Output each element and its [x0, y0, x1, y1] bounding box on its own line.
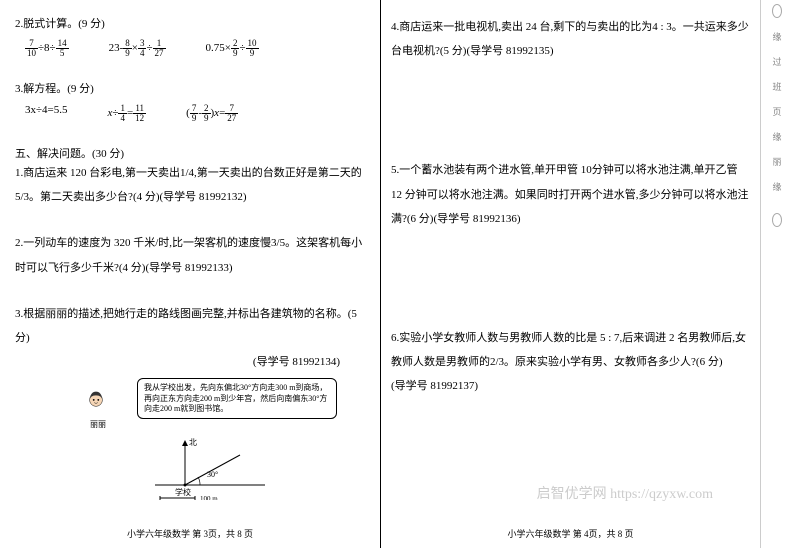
problem3-header: 3.解方程。(9 分): [15, 80, 370, 96]
q2-text: 2.一列动车的速度为 320 千米/时,比一架客机的速度慢3/5。这架客机每小时…: [15, 231, 370, 279]
school-label: 学校: [175, 487, 191, 497]
section5-header: 五、解决问题。(30 分): [15, 145, 370, 161]
left-page: 2.脱式计算。(9 分) 710÷8÷145 23-89×34÷127 0.75…: [0, 0, 380, 548]
q3-text: 3.根据丽丽的描述,把她行走的路线图画完整,并标出各建筑物的名称。(5 分): [15, 302, 370, 350]
problem2-items: 710÷8÷145 23-89×34÷127 0.75×29÷109: [25, 39, 370, 58]
margin-char-2: 过: [761, 55, 793, 68]
margin-char-4: 页: [761, 105, 793, 118]
p2-item-1: 710÷8÷145: [25, 39, 69, 58]
margin-hole-top: [772, 4, 782, 18]
problem2-header: 2.脱式计算。(9 分): [15, 15, 370, 31]
margin-char-7: 缘: [761, 180, 793, 193]
right-footer: 小学六年级数学 第 4页，共 8 页: [381, 527, 760, 540]
girl-face-icon: [85, 388, 107, 410]
margin-char-5: 缘: [761, 130, 793, 143]
scale-label: 100 m: [200, 495, 218, 500]
q1-text: 1.商店运来 120 台彩电,第一天卖出1/4,第一天卖出的台数正好是第二天的5…: [15, 161, 370, 209]
p2-item-3: 0.75×29÷109: [206, 39, 259, 58]
q3-ref: (导学号 81992134): [15, 350, 370, 374]
margin-hole-bottom: [772, 213, 782, 227]
q6-ref: (导学号 81992137): [391, 374, 750, 398]
side-margin: 缘 过 班 页 缘 丽 缘: [760, 0, 793, 548]
speech-bubble: 我从学校出发，先向东偏北30°方向走300 m到商场，再向正东方向走200 m到…: [137, 378, 337, 419]
right-page: 4.商店运来一批电视机,卖出 24 台,剩下的与卖出的比为4 : 3。一共运来多…: [380, 0, 760, 548]
p3-item-1: 3x÷4=5.5: [25, 104, 68, 123]
route-diagram: 北 30° 学校 100 m: [145, 435, 285, 500]
page-container: 2.脱式计算。(9 分) 710÷8÷145 23-89×34÷127 0.75…: [0, 0, 793, 548]
margin-char-6: 丽: [761, 155, 793, 168]
left-footer: 小学六年级数学 第 3页，共 8 页: [0, 527, 380, 540]
margin-char-3: 班: [761, 80, 793, 93]
speech-row: 我从学校出发，先向东偏北30°方向走300 m到商场，再向正东方向走200 m到…: [85, 378, 370, 419]
problem3-items: 3x÷4=5.5 x÷14=1112 (79-29)x=727: [25, 104, 370, 123]
north-label: 北: [189, 438, 197, 447]
p2-item-2: 23-89×34÷127: [109, 39, 166, 58]
p3-item-3: (79-29)x=727: [186, 104, 238, 123]
q4-text: 4.商店运来一批电视机,卖出 24 台,剩下的与卖出的比为4 : 3。一共运来多…: [391, 15, 750, 63]
watermark-text: 启智优学网 https://qzyxw.com: [537, 483, 713, 503]
p3-item-2: x÷14=1112: [108, 104, 147, 123]
angle-label: 30°: [207, 470, 218, 479]
margin-char-1: 缘: [761, 30, 793, 43]
q5-text: 5.一个蓄水池装有两个进水管,单开甲管 10分钟可以将水池注满,单开乙管 12 …: [391, 158, 750, 231]
q6-text: 6.实验小学女教师人数与男教师人数的比是 5 : 7,后来调进 2 名男教师后,…: [391, 326, 750, 374]
girl-label: 丽丽: [90, 419, 370, 430]
